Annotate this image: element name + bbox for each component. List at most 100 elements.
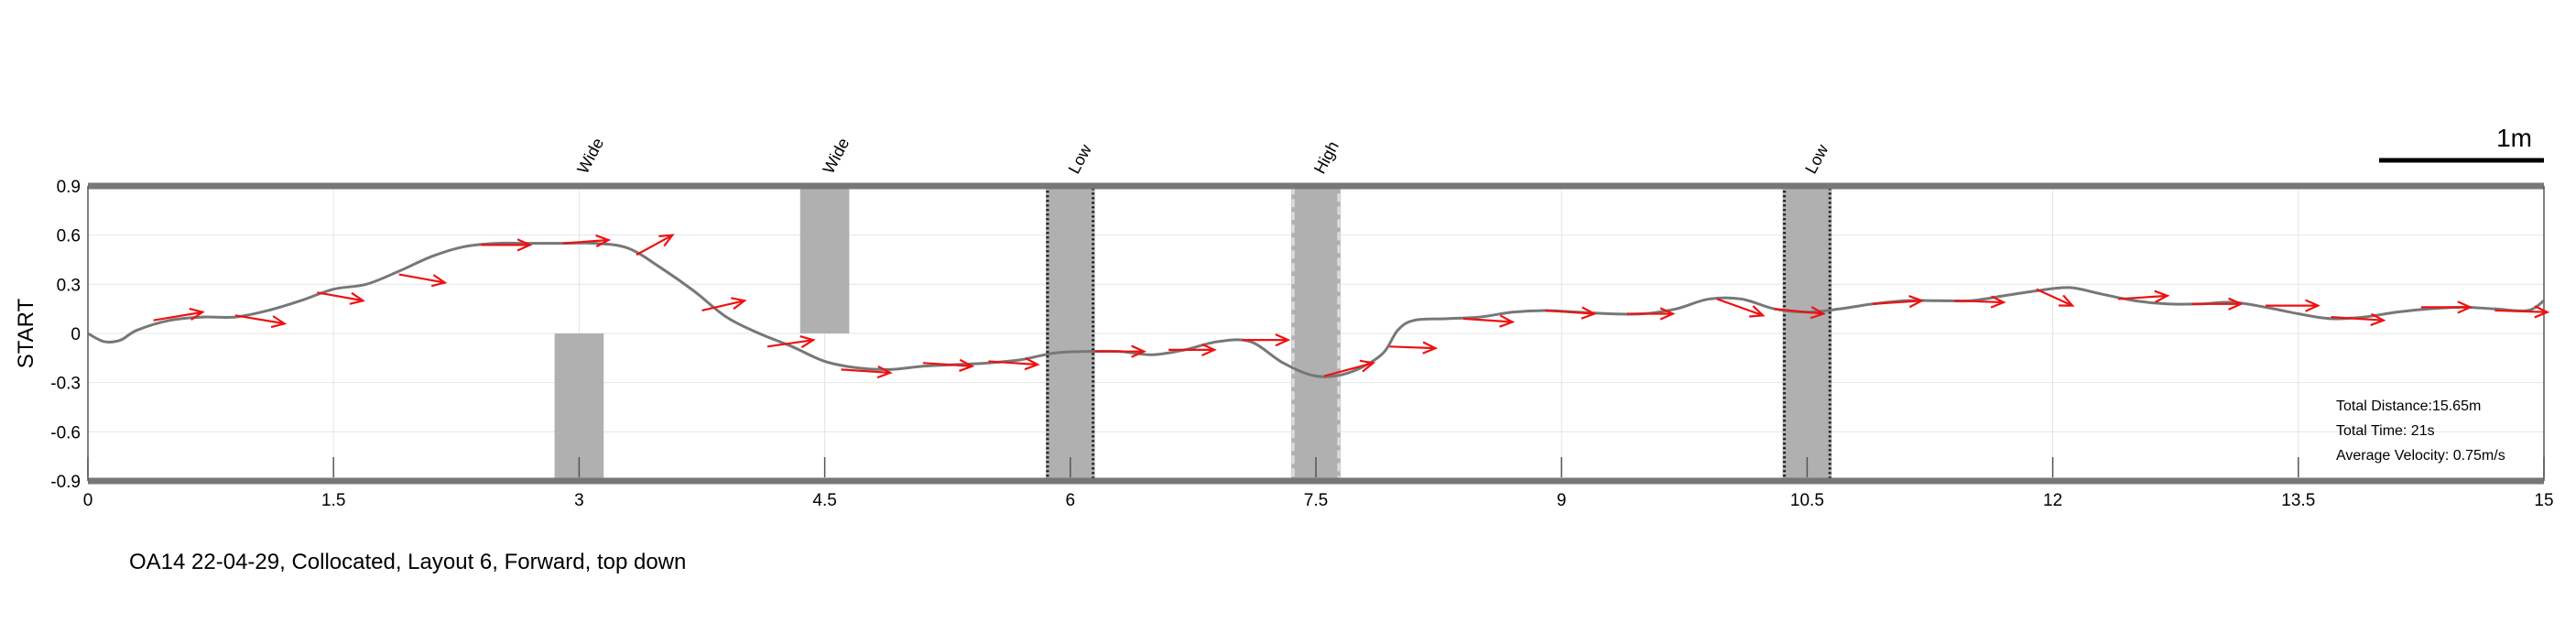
scale-bar: 1m [2379,124,2544,163]
trajectory-path [87,241,2545,378]
heading-arrow-head [1810,306,1826,320]
obstacle-1 [554,333,604,481]
heading-arrow-shaft [398,273,445,284]
heading-arrow-shaft [2118,294,2168,300]
heading-arrow-shaft [1716,298,1764,317]
y-tick-label: -0.3 [50,375,81,394]
heading-arrow-head [2534,305,2550,319]
heading-arrow-head [1908,294,1925,309]
obstacle-4 [1291,186,1341,481]
heading-arrow [841,365,893,379]
heading-arrow [234,314,288,329]
heading-arrow-shaft [1872,300,1922,305]
heading-arrow [1545,306,1597,320]
heading-arrow-head [959,358,975,373]
heading-arrow [1242,333,1291,347]
heading-arrow-head [1275,333,1291,347]
stat-total-time: Total Time: 21s [2336,423,2435,439]
x-tick-label: 7.5 [1304,491,1328,510]
x-tick-label: 6 [1066,491,1076,510]
scale-bar-label: 1m [2496,124,2532,152]
heading-arrow [1462,314,1516,328]
heading-arrow-shaft [2036,288,2073,307]
obstacle-border-3 [1046,186,1095,481]
heading-arrow [2494,305,2550,319]
x-tick-label: 15 [2534,491,2553,510]
heading-arrow-shaft [153,311,203,322]
heading-arrow-shaft [234,314,285,325]
heading-arrow-head [2370,312,2386,326]
heading-arrow-shaft [841,368,891,375]
heading-arrow-head [1359,359,1376,373]
heading-arrow-shaft [2494,309,2548,313]
x-tick-label: 13.5 [2281,491,2315,510]
heading-arrow-shaft [1774,308,1824,315]
plot-frame [87,182,2545,485]
heading-arrow-head [189,307,205,321]
heading-arrow-head [1749,305,1766,318]
heading-arrow-head [2154,289,2170,303]
heading-arrow [1323,359,1376,377]
heading-arrow-head [349,291,366,305]
heading-arrow-head [1422,341,1439,355]
obstacles [554,186,1832,481]
obstacle-label-2: Wide [819,135,853,177]
heading-arrow-head [2305,299,2321,312]
y-tick-label: 0.6 [57,227,81,246]
heading-arrow-head [2457,300,2473,314]
heading-arrow-head [876,365,893,379]
heading-arrow [988,357,1040,371]
heading-arrow [481,238,533,252]
x-tick-label: 3 [574,491,584,510]
heading-arrow-shaft [636,234,673,257]
heading-arrow [398,273,448,288]
heading-arrow [2266,299,2321,312]
heading-arrow-shaft [1323,362,1374,377]
x-tick-label: 0 [83,491,93,510]
x-tick-label: 12 [2043,491,2062,510]
stat-total-distance: Total Distance:15.65m [2336,398,2481,414]
heading-arrow-shaft [1462,317,1513,323]
heading-arrow-head [1499,314,1516,328]
heading-arrow-shaft [1389,345,1436,350]
obstacle-border-5 [1783,186,1831,481]
obstacle-3 [1045,186,1095,481]
heading-arrow-shaft [988,360,1038,366]
heading-arrow-shaft [1954,300,2004,304]
heading-arrow [2420,300,2473,314]
heading-arrow [317,291,366,305]
heading-arrow [701,297,747,312]
heading-arrow-shaft [562,238,609,245]
obstacle-label-1: Wide [573,135,607,177]
heading-arrow-head [2228,297,2244,311]
x-tick-label: 1.5 [321,491,345,510]
heading-arrow-head [270,315,288,329]
y-tick-label: -0.6 [50,423,81,442]
heading-arrow [153,307,205,322]
heading-arrow [2191,297,2244,311]
heading-arrow-shaft [1545,309,1595,315]
heading-arrow-head [516,238,533,252]
heading-arrow-head [595,234,612,248]
heading-arrow-head [1024,357,1040,371]
heading-arrow-head [430,274,448,288]
y-axis-label: START [14,298,38,368]
heading-arrow-head [1131,344,1147,358]
heading-arrow-head [1201,343,1217,357]
heading-arrow-head [1659,307,1676,321]
heading-arrow [1389,341,1439,355]
x-tick-label: 4.5 [812,491,836,510]
obstacle-label-5: Low [1801,140,1832,176]
obstacle-5 [1782,186,1832,481]
obstacle-labels: Wide Wide Low High Low [573,135,1832,177]
trajectory-path-group [87,241,2545,378]
heading-arrow [1168,343,1217,357]
heading-arrow-shaft [2331,316,2384,322]
obstacle-2 [799,186,850,333]
y-tick-label: 0.9 [57,178,81,197]
y-tick-label: 0.3 [57,276,81,295]
heading-arrow [562,234,612,248]
heading-arrow [1716,298,1766,318]
